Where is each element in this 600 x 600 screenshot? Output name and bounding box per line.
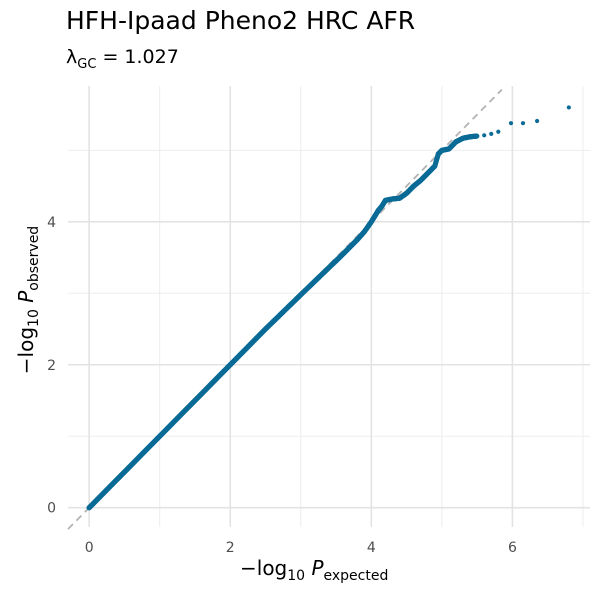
data-point [496, 129, 501, 134]
data-point [508, 121, 514, 126]
data-point [262, 326, 269, 332]
data-point [446, 146, 452, 152]
y-tick-label: 4 [47, 215, 56, 231]
y-axis-label: −log10 Pobserved [14, 225, 42, 375]
data-point [460, 135, 466, 141]
x-tick-label: 2 [226, 540, 235, 556]
data-point [489, 131, 494, 136]
data-point [432, 163, 438, 169]
y-tick-labels: 0 2 4 [47, 215, 56, 517]
data-point [425, 170, 431, 176]
data-point [382, 197, 389, 203]
data-point [411, 183, 417, 189]
data-point [379, 203, 385, 209]
data-point [520, 121, 526, 126]
data-points [86, 105, 571, 511]
lambda-symbol: λ [66, 46, 78, 68]
x-axis-label: −log10 Pexpected [240, 556, 389, 584]
chart-title: HFH-Ipaad Pheno2 HRC AFR [66, 6, 416, 35]
x-tick-label: 6 [508, 540, 517, 556]
y-tick-label: 2 [47, 358, 56, 374]
data-point [372, 213, 378, 219]
data-point [192, 397, 198, 404]
data-point [354, 237, 360, 243]
data-point [435, 151, 441, 157]
y-tick-label: 0 [47, 501, 56, 517]
data-point [475, 133, 480, 139]
x-tick-label: 4 [367, 540, 376, 556]
chart-subtitle: λGC = 1.027 [66, 46, 179, 72]
major-grid [68, 86, 590, 527]
data-point [227, 362, 233, 368]
lambda-value: 1.027 [124, 46, 179, 68]
data-point [368, 219, 374, 225]
data-point [467, 134, 473, 140]
data-point [389, 196, 396, 202]
data-point [439, 147, 445, 153]
data-point [375, 207, 381, 213]
data-point [482, 133, 487, 138]
data-point [312, 278, 318, 284]
lambda-operator: = [102, 46, 119, 68]
data-point [326, 264, 332, 271]
minor-grid [68, 86, 590, 527]
data-point [403, 190, 410, 196]
data-point [361, 229, 367, 235]
data-point [340, 251, 346, 257]
data-point [396, 195, 403, 201]
data-point [534, 118, 540, 124]
data-point [453, 139, 459, 145]
lambda-subscript: GC [77, 56, 97, 72]
x-tick-labels: 0 2 4 6 [85, 540, 517, 556]
data-point [121, 469, 128, 475]
data-point [157, 433, 163, 439]
data-point [86, 505, 92, 511]
x-tick-label: 0 [85, 540, 94, 556]
data-point [418, 177, 424, 183]
data-point [566, 105, 571, 110]
data-point [298, 292, 304, 298]
